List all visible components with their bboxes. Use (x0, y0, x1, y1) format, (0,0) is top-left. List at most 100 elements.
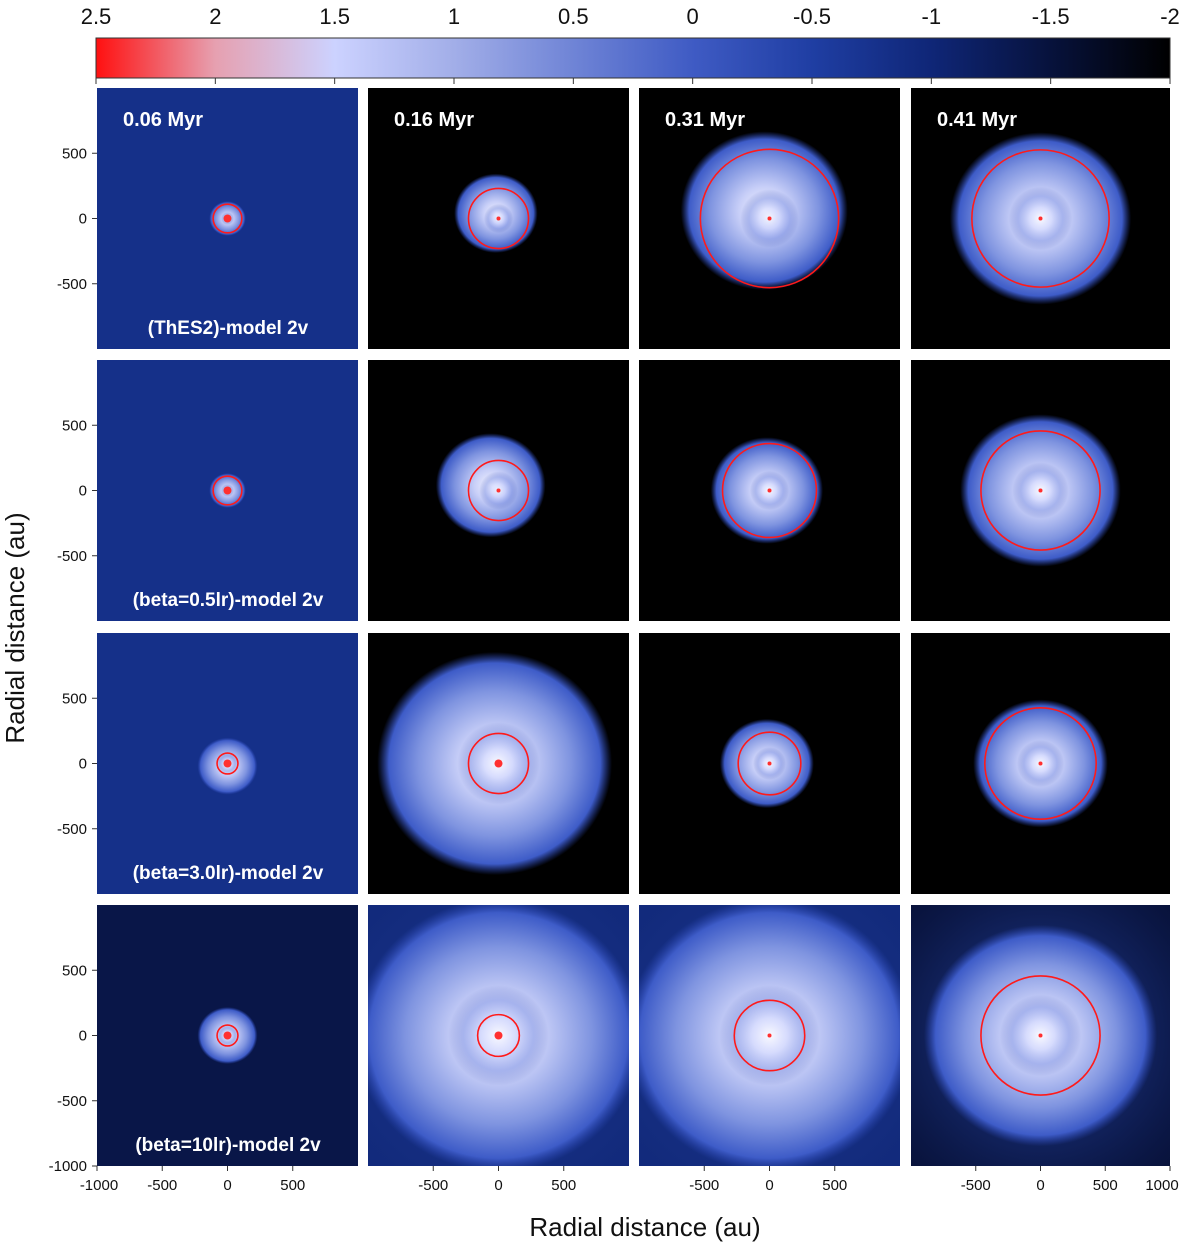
disk-radius-circle (212, 203, 243, 234)
disk-radius-circle (971, 149, 1110, 288)
x-axis-ticks: -1000 -500 0 500 -500 0 500 -500 0 500 -500 0 500 100… (80, 1166, 1179, 1194)
central-star (223, 486, 232, 495)
x-tick-label: 500 (280, 1177, 305, 1194)
panel-grid: 0.06 Myr (ThES2)-model 2v 0.16 Myr 0.31 Myr… (97, 88, 1170, 1166)
central-star (767, 488, 772, 493)
disk-radius-circle (476, 1013, 521, 1058)
time-label: 0.41 Myr (937, 109, 1017, 131)
disk-radius-circle (212, 475, 243, 506)
density-panel-r1-c3: 0.31 Myr (639, 88, 900, 349)
density-panel-r3-c3 (639, 633, 900, 894)
central-star (223, 1031, 232, 1040)
y-tick-label: -1000 (49, 1158, 87, 1175)
y-tick-label: 500 (62, 690, 87, 707)
disk-radius-circle (699, 148, 840, 289)
disk-radius-circle (216, 752, 239, 775)
y-tick-label: -500 (57, 548, 87, 565)
central-star (1038, 761, 1043, 766)
colorbar: 2.5 2 1.5 1 0.5 0 -0.5 -1 -1.5 -2 (81, 4, 1180, 84)
disk-radius-circle (984, 707, 1097, 820)
density-panel-r3-c1: (beta=3.0lr)-model 2v (97, 633, 358, 894)
central-star (223, 759, 232, 768)
y-tick-label: 500 (62, 962, 87, 979)
colorbar-tick-label: -1 (922, 4, 942, 29)
x-tick-label: 0 (765, 1177, 773, 1194)
colorbar-tick-label: 0.5 (558, 4, 589, 29)
density-panel-r4-c4 (911, 905, 1170, 1166)
y-axis-title: Radial distance (au) (0, 512, 30, 743)
density-panel-r1-c1: 0.06 Myr (ThES2)-model 2v (97, 88, 358, 349)
x-tick-label: -500 (147, 1177, 177, 1194)
disk-radius-circle (980, 975, 1101, 1096)
colorbar-tick-label: -0.5 (793, 4, 831, 29)
colorbar-tick-label: -1.5 (1032, 4, 1070, 29)
y-tick-label: 0 (79, 211, 87, 228)
y-tick-label: 0 (79, 1028, 87, 1045)
density-panel-r1-c2: 0.16 Myr (368, 88, 629, 349)
model-label: (beta=0.5lr)-model 2v (133, 590, 324, 611)
model-label: (ThES2)-model 2v (148, 318, 309, 339)
disk-radius-circle (733, 999, 806, 1072)
x-tick-label: 0 (223, 1177, 231, 1194)
density-panel-r4-c3 (639, 905, 900, 1166)
y-tick-label: -500 (57, 1093, 87, 1110)
time-label: 0.06 Myr (123, 109, 203, 131)
disk-radius-circle (721, 442, 818, 539)
time-label: 0.31 Myr (665, 109, 745, 131)
density-panel-r2-c2 (368, 360, 629, 621)
density-panel-r2-c4 (911, 360, 1170, 621)
central-star (494, 1031, 503, 1040)
density-panel-r4-c1: (beta=10lr)-model 2v (97, 905, 358, 1166)
colorbar-tick-label: -2 (1160, 4, 1180, 29)
y-tick-label: -500 (57, 821, 87, 838)
y-tick-label: 0 (79, 483, 87, 500)
density-panel-r2-c1: (beta=0.5lr)-model 2v (97, 360, 358, 621)
disk-radius-circle (737, 731, 802, 796)
central-star (1038, 488, 1043, 493)
x-tick-label: -500 (418, 1177, 448, 1194)
central-star (1038, 216, 1043, 221)
x-tick-label: 500 (822, 1177, 847, 1194)
model-label: (beta=3.0lr)-model 2v (133, 863, 324, 884)
disk-radius-circle (216, 1024, 239, 1047)
central-star (767, 761, 772, 766)
density-panel-r4-c2 (368, 905, 629, 1166)
x-tick-label: 0 (494, 1177, 502, 1194)
central-star (496, 216, 501, 221)
colorbar-tick-label: 2 (209, 4, 221, 29)
colorbar-tick-label: 1 (448, 4, 460, 29)
central-star (223, 214, 232, 223)
x-tick-label: -500 (689, 1177, 719, 1194)
model-label: (beta=10lr)-model 2v (135, 1135, 321, 1156)
x-tick-label: 500 (1093, 1177, 1118, 1194)
colorbar-tick-label: 0 (687, 4, 699, 29)
colorbar-tick-label: 2.5 (81, 4, 112, 29)
disk-radius-circle (980, 430, 1101, 551)
colorbar-ticks: 2.5 2 1.5 1 0.5 0 -0.5 -1 -1.5 -2 (81, 4, 1180, 84)
colorbar-gradient (95, 37, 1171, 79)
x-tick-label: -1000 (80, 1177, 118, 1194)
y-tick-label: 500 (62, 417, 87, 434)
y-tick-label: 500 (62, 145, 87, 162)
disk-radius-circle (467, 459, 530, 522)
disk-radius-circle (467, 187, 530, 250)
central-star (767, 1033, 772, 1038)
colorbar-tick-label: 1.5 (319, 4, 350, 29)
density-panel-r1-c4: 0.41 Myr (911, 88, 1170, 349)
central-star (496, 488, 501, 493)
x-tick-label: -500 (961, 1177, 991, 1194)
time-label: 0.16 Myr (394, 109, 474, 131)
disk-radius-circle (467, 732, 530, 795)
y-tick-label: 0 (79, 756, 87, 773)
density-panel-r3-c2 (368, 633, 629, 894)
density-panel-r3-c4 (911, 633, 1170, 894)
x-tick-label: 1000 (1145, 1177, 1178, 1194)
y-tick-label: -500 (57, 276, 87, 293)
density-panel-r2-c3 (639, 360, 900, 621)
y-axis-ticks: 500 0 -500 500 0 -500 500 0 -500 500 0 -500 -1000 (49, 145, 97, 1175)
x-tick-label: 500 (551, 1177, 576, 1194)
x-tick-label: 0 (1036, 1177, 1044, 1194)
central-star (1038, 1033, 1043, 1038)
central-star (494, 759, 503, 768)
